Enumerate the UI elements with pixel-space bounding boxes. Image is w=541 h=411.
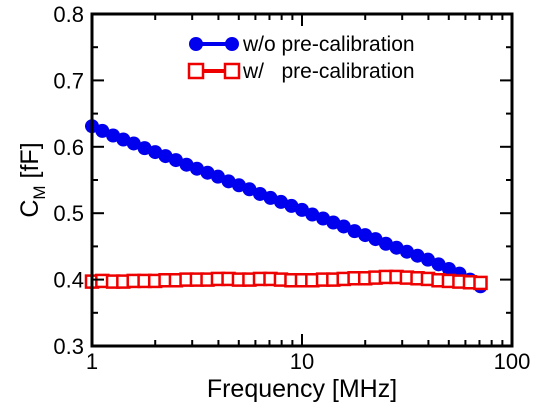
- x-tick-label: 10: [290, 349, 314, 374]
- legend-marker-w: [223, 62, 241, 80]
- data-point-circle: [253, 186, 268, 201]
- legend-label-w: w/ pre-calibration: [242, 60, 415, 83]
- data-point-circle: [210, 169, 225, 184]
- legend: w/o pre-calibration w/ pre-calibration: [187, 33, 415, 83]
- legend-marker-wo: [225, 37, 239, 51]
- data-point-circle: [137, 141, 152, 156]
- data-point-circle: [399, 244, 414, 259]
- y-axis-label-subscript: M: [30, 185, 49, 199]
- y-axis-label-unit: [fF]: [16, 142, 44, 185]
- legend-entry-w-precalibration: w/ pre-calibration: [187, 60, 415, 83]
- data-point-circle: [95, 123, 110, 138]
- data-point-circle: [347, 224, 362, 239]
- y-tick-label: 0.7: [53, 68, 84, 93]
- y-tick-label: 0.6: [53, 135, 84, 160]
- y-tick-label: 0.4: [53, 268, 84, 293]
- data-point-circle: [242, 182, 257, 197]
- data-point-circle: [336, 219, 351, 234]
- y-tick-label: 0.5: [53, 201, 84, 226]
- x-tick-label: 100: [494, 349, 531, 374]
- axis-ticks: 0.3 0.4 0.5 0.6 0.7 0.8 1 10 100: [53, 2, 530, 374]
- data-point-circle: [441, 261, 456, 276]
- y-tick-label: 0.3: [53, 334, 84, 359]
- x-axis-label: Frequency [MHz]: [207, 375, 397, 403]
- data-point-circle: [126, 136, 141, 151]
- legend-marker-w: [187, 62, 205, 80]
- y-tick-label: 0.8: [53, 2, 84, 27]
- x-tick-label: 1: [86, 349, 98, 374]
- legend-entry-wo-precalibration: w/o pre-calibration: [189, 33, 415, 56]
- data-point-square: [473, 275, 488, 291]
- y-axis-label-main: C: [16, 200, 44, 218]
- data-point-circle: [378, 236, 393, 251]
- data-point-circle: [284, 198, 299, 213]
- data-point-circle: [168, 153, 183, 168]
- y-axis-label: CM [fF]: [16, 142, 49, 217]
- legend-marker-wo: [189, 37, 203, 51]
- data-point-circle: [273, 194, 288, 209]
- data-point-circle: [305, 207, 320, 222]
- legend-label-wo: w/o pre-calibration: [242, 33, 415, 56]
- data-point-circle: [420, 252, 435, 267]
- plot-series: [84, 119, 488, 294]
- data-point-circle: [189, 161, 204, 176]
